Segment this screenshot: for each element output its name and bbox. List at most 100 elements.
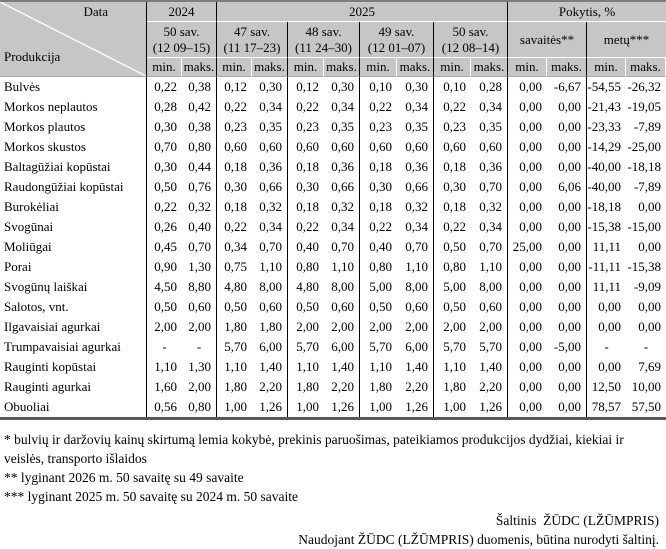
price-cell: 0,66 xyxy=(324,177,360,197)
price-cell: 5,70 xyxy=(360,337,397,357)
price-cell: 1,30 xyxy=(182,257,217,277)
price-cell: 0,23 xyxy=(288,117,324,137)
price-cell: 0,23 xyxy=(434,117,471,137)
price-cell: 0,60 xyxy=(434,137,471,157)
price-cell: 0,00 xyxy=(626,297,666,317)
price-cell: 0,00 xyxy=(547,397,587,417)
price-cell: 0,45 xyxy=(147,237,182,257)
price-cell: 0,18 xyxy=(360,197,397,217)
price-cell: 1,10 xyxy=(147,357,182,377)
price-cell: 0,00 xyxy=(508,357,547,377)
price-cell: -9,09 xyxy=(626,277,666,297)
product-name: Bulvės xyxy=(0,77,147,97)
price-cell: 0,70 xyxy=(182,237,217,257)
price-cell: 0,00 xyxy=(547,277,587,297)
price-cell: 0,00 xyxy=(508,297,547,317)
maks-header: maks. xyxy=(547,58,587,77)
product-name: Rauginti kopūstai xyxy=(0,357,147,377)
price-cell: 0,00 xyxy=(587,357,626,377)
price-cell: 0,38 xyxy=(182,117,217,137)
min-header: min. xyxy=(288,58,324,77)
price-cell: -18,18 xyxy=(626,157,666,177)
table-row: Porai 0,90 1,30 0,75 1,10 0,80 1,10 0,80 1,10 0,8… xyxy=(0,257,666,277)
price-cell: 1,00 xyxy=(288,397,324,417)
price-cell: 0,90 xyxy=(147,257,182,277)
table-row: Burokėliai 0,22 0,32 0,18 0,32 0,18 0,32 0,18 0,… xyxy=(0,197,666,217)
price-cell: 0,80 xyxy=(182,137,217,157)
price-cell: 0,30 xyxy=(217,177,252,197)
price-cell: 0,80 xyxy=(288,257,324,277)
price-cell: 0,70 xyxy=(252,237,288,257)
price-cell: 0,56 xyxy=(147,397,182,417)
price-cell: 1,80 xyxy=(217,377,252,397)
week-dates: (11 17–23) xyxy=(223,40,281,55)
price-cell: 11,11 xyxy=(587,277,626,297)
price-cell: 8,00 xyxy=(252,277,288,297)
min-header: min. xyxy=(147,58,182,77)
price-cell: 8,00 xyxy=(324,277,360,297)
price-cell: 0,00 xyxy=(547,97,587,117)
footnote-week-comparison: ** lyginant 2026 m. 50 savaitę su 49 sav… xyxy=(4,470,244,485)
price-cell: 0,60 xyxy=(252,137,288,157)
price-cell: 0,00 xyxy=(547,377,587,397)
footnote-price-difference: * bulvių ir daržovių kainų skirtumą lemi… xyxy=(4,432,624,466)
price-cell: 0,00 xyxy=(508,197,547,217)
price-cell: 0,22 xyxy=(360,97,397,117)
price-cell: 0,30 xyxy=(397,77,434,97)
price-cell: 0,30 xyxy=(252,77,288,97)
price-cell: 0,70 xyxy=(147,137,182,157)
table-row: Morkos skustos 0,70 0,80 0,60 0,60 0,60 0,60 0,… xyxy=(0,137,666,157)
price-cell: 0,00 xyxy=(626,197,666,217)
price-cell: 8,00 xyxy=(471,277,508,297)
price-cell: 0,34 xyxy=(397,97,434,117)
table-row: Rauginti kopūstai 1,10 1,30 1,10 1,40 1,10 1,4… xyxy=(0,357,666,377)
product-name: Rauginti agurkai xyxy=(0,377,147,397)
product-name: Morkos skustos xyxy=(0,137,147,157)
price-cell: 10,00 xyxy=(626,377,666,397)
price-cell: -23,33 xyxy=(587,117,626,137)
product-name: Porai xyxy=(0,257,147,277)
price-cell: 5,00 xyxy=(434,277,471,297)
price-cell: 0,34 xyxy=(397,217,434,237)
price-cell: 0,75 xyxy=(217,257,252,277)
price-cell: 0,40 xyxy=(288,237,324,257)
week-header: 50 sav. (12 09–15) xyxy=(147,22,217,58)
price-table: Data Produkcija 2024 2025 Pokytis, % 50 sav.(… xyxy=(0,0,666,420)
week-dates: (12 09–15) xyxy=(152,40,211,55)
product-name: Trumpavaisiai agurkai xyxy=(0,337,147,357)
price-cell: 1,26 xyxy=(324,397,360,417)
product-name: Moliūgai xyxy=(0,237,147,257)
price-cell: 0,35 xyxy=(397,117,434,137)
table-header: Data Produkcija 2024 2025 Pokytis, % 50 sav.(… xyxy=(0,2,666,77)
price-cell: 0,60 xyxy=(182,297,217,317)
price-cell: 0,00 xyxy=(508,377,547,397)
price-cell: 2,20 xyxy=(397,377,434,397)
price-cell: 2,00 xyxy=(288,317,324,337)
product-name: Baltagūžiai kopūstai xyxy=(0,157,147,177)
price-cell: 0,50 xyxy=(217,297,252,317)
week-label: metų*** xyxy=(603,32,650,47)
maks-header: maks. xyxy=(182,58,217,77)
table-row: Svogūnai 0,26 0,40 0,22 0,34 0,22 0,34 0,22 0,34… xyxy=(0,217,666,237)
price-cell: 1,10 xyxy=(434,357,471,377)
price-cell: 0,66 xyxy=(397,177,434,197)
price-cell: - xyxy=(182,337,217,357)
price-cell: 0,18 xyxy=(217,157,252,177)
price-cell: 2,20 xyxy=(324,377,360,397)
price-cell: 0,00 xyxy=(508,317,547,337)
price-cell: 0,18 xyxy=(288,157,324,177)
price-cell: 0,00 xyxy=(508,97,547,117)
price-cell: - xyxy=(147,337,182,357)
price-cell: 0,60 xyxy=(397,297,434,317)
price-cell: 0,34 xyxy=(252,97,288,117)
table-row: Moliūgai 0,45 0,70 0,34 0,70 0,40 0,70 0,40 0,70… xyxy=(0,237,666,257)
price-cell: 1,00 xyxy=(217,397,252,417)
price-cell: 4,80 xyxy=(288,277,324,297)
price-cell: 0,36 xyxy=(397,157,434,177)
price-cell: 0,34 xyxy=(324,97,360,117)
price-cell: 0,00 xyxy=(547,317,587,337)
source-usage-note: Naudojant ŽŪDC (LŽŪMPRIS) duomenis, būti… xyxy=(298,532,659,547)
price-cell: 0,00 xyxy=(508,337,547,357)
price-cell: 0,18 xyxy=(434,197,471,217)
price-cell: 0,00 xyxy=(508,117,547,137)
